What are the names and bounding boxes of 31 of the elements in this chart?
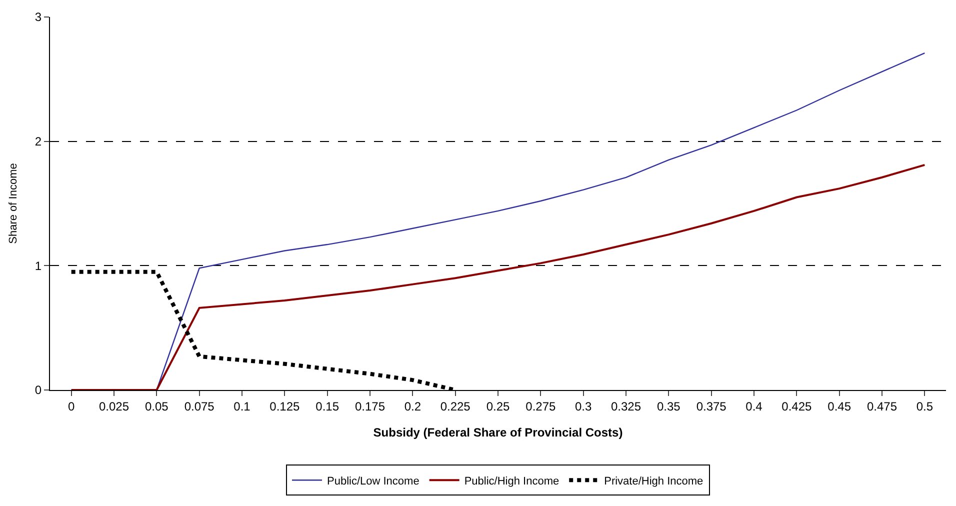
x-tick-label: 0.475: [866, 399, 898, 414]
legend-label: Public/Low Income: [327, 475, 420, 488]
x-tick-label: 0.4: [746, 399, 763, 414]
x-tick-label: 0.3: [574, 399, 592, 414]
y-tick-label: 3: [34, 10, 42, 24]
x-tick-label: 0.075: [184, 399, 215, 414]
y-tick-label: 0: [34, 383, 42, 398]
y-tick-label: 1: [34, 258, 42, 273]
x-tick-label: 0.175: [354, 399, 386, 414]
legend-label: Public/High Income: [464, 475, 560, 488]
y-axis-title: Share of Income: [8, 163, 20, 244]
x-tick-label: 0.15: [316, 399, 340, 414]
x-tick-label: 0.325: [610, 399, 642, 414]
x-tick-label: 0.025: [98, 399, 130, 414]
x-axis-title: Subsidy (Federal Share of Provincial Costs): [373, 425, 623, 440]
x-tick-label: 0.1: [234, 399, 251, 414]
x-tick-label: 0.2: [404, 399, 422, 414]
x-tick-label: 0.5: [916, 399, 934, 414]
x-tick-label: 0.35: [656, 399, 681, 414]
x-tick-label: 0.275: [526, 399, 556, 414]
x-tick-label: 0.05: [144, 399, 169, 414]
x-tick-label: 0.45: [828, 399, 852, 414]
x-tick-label: 0.225: [440, 399, 471, 414]
y-tick-label: 2: [34, 134, 42, 149]
x-tick-label: 0.425: [782, 399, 812, 414]
line-series: [70, 164, 926, 390]
x-tick-label: 0.125: [270, 399, 300, 414]
x-tick-label: 0: [68, 399, 75, 414]
x-tick-label: 0.375: [696, 399, 727, 414]
x-tick-label: 0.25: [486, 399, 510, 414]
legend-label: Private/High Income: [604, 475, 704, 488]
